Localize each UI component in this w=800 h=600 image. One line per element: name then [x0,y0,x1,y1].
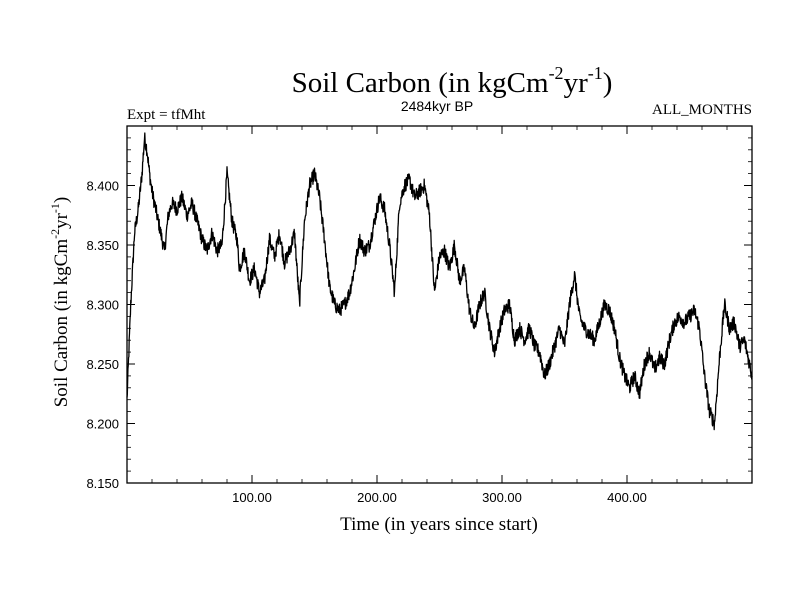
ylabel-main: Soil Carbon (in kgCm [51,239,72,408]
ylabel-sup2: -1 [48,203,62,213]
series-group [126,132,753,431]
ylabel-mid: yr [51,212,72,229]
y-tick-label: 8.200 [86,417,119,432]
x-tick-label: 300.00 [482,490,522,505]
y-tick-label: 8.150 [86,476,119,491]
subtitle-right: ALL_MONTHS [652,102,752,118]
x-tick-label: 400.00 [607,490,647,505]
y-axis-label: Soil Carbon (in kgCm-2yr-1) [48,197,72,408]
y-tick-label: 8.400 [86,179,119,194]
x-axis-ticks: 100.00 200.00 300.00 400.00 [126,126,753,505]
title-end: ) [603,67,613,99]
title-sup2: -1 [588,63,603,83]
y-tick-label: 8.350 [86,238,119,253]
chart-title: Soil Carbon (in kgCm-2yr-1) [292,63,613,99]
subtitle-left: Expt = tfMht [127,107,206,123]
subtitle-center: 2484kyr BP [401,98,473,114]
y-tick-label: 8.250 [86,357,119,372]
series-line [126,132,753,431]
ylabel-sup1: -2 [48,229,62,239]
y-axis-ticks: 8.150 8.200 8.250 8.300 8.350 8.400 [86,125,752,491]
title-sup1: -2 [549,63,564,83]
y-tick-label: 8.300 [86,298,119,313]
x-tick-label: 100.00 [232,490,272,505]
title-mid: yr [564,67,589,99]
x-tick-label: 200.00 [357,490,397,505]
title-main: Soil Carbon (in kgCm [292,67,549,99]
ylabel-end: ) [51,197,72,203]
x-axis-label: Time (in years since start) [340,514,538,535]
